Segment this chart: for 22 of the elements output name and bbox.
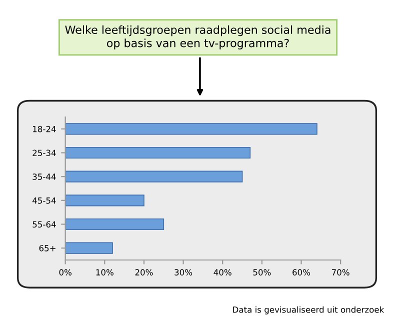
x-tick-label: 20% (135, 269, 153, 276)
y-tick-label: 45-54 (32, 198, 56, 204)
chart-title: Welke leeftijdsgroepen raadplegen social media op basis van een tv-programma? (65, 25, 330, 50)
bar (65, 218, 164, 230)
y-tick-label: 55-64 (32, 221, 56, 228)
y-tick-label: 18-24 (33, 126, 56, 132)
bar (65, 194, 144, 206)
x-tick-label: 50% (253, 269, 271, 276)
x-tick-label: 40% (214, 269, 232, 276)
y-tick-label: 35-44 (32, 174, 56, 180)
bar (65, 123, 318, 135)
x-tick-label: 30% (174, 269, 192, 276)
x-tick-label: 10% (96, 269, 114, 276)
bar (65, 170, 243, 182)
y-tick-label: 25-34 (32, 150, 56, 156)
x-tick-label: 0% (59, 269, 72, 276)
bar (65, 146, 251, 159)
text: Data is gevisualiseerd uit onderzoek (233, 306, 384, 314)
x-tick-label: 70% (332, 269, 350, 276)
y-tick-label: 65+ (39, 245, 56, 252)
x-tick-label: 60% (292, 269, 310, 276)
bar (65, 242, 113, 254)
